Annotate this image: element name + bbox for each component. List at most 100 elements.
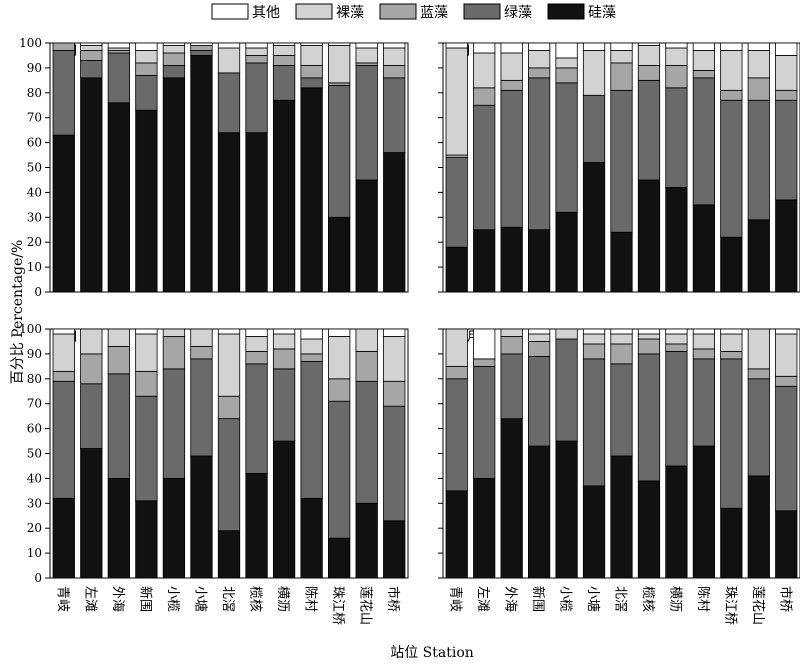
bar-segment-other: [665, 328, 688, 335]
station-label: 莲花山: [358, 586, 374, 625]
bar-segment-other: [190, 42, 213, 46]
bar-segment-euglena: [162, 328, 186, 337]
bar-march-12: [355, 42, 378, 293]
bar-segment-green-algae: [637, 353, 661, 482]
bar-segment-other: [637, 328, 661, 335]
bar-segment-green-algae: [692, 77, 715, 206]
bar-segment-green-algae: [500, 353, 523, 420]
bar-segment-diatoms: [473, 229, 496, 293]
bar-segment-green-algae: [328, 84, 351, 218]
bar-segment-diatoms: [445, 246, 468, 293]
bar-segment-other: [135, 328, 158, 335]
bar-segment-cyanobacteria: [162, 52, 186, 66]
bar-segment-euglena: [555, 328, 578, 340]
bar-segment-other: [692, 328, 715, 335]
bar-segment-euglena: [383, 47, 406, 66]
bar-segment-other: [162, 42, 186, 46]
bar-segment-green-algae: [355, 65, 378, 181]
bar-segment-cyanobacteria: [720, 89, 743, 101]
station-label: 小榄: [165, 586, 181, 612]
bar-segment-diatoms: [665, 187, 688, 293]
bar-segment-diatoms: [383, 152, 406, 293]
y-tick-label: 40: [27, 471, 42, 485]
bar-segment-cyanobacteria: [747, 368, 770, 380]
bar-segment-other: [775, 42, 798, 56]
station-label: 左滩: [475, 586, 490, 612]
bar-may-5: [555, 42, 578, 293]
bar-segment-diatoms: [162, 77, 186, 293]
bar-segment-other: [528, 42, 551, 51]
bar-segment-diatoms: [272, 99, 296, 293]
bar-segment-euglena: [445, 47, 468, 156]
bar-march-9: [272, 42, 296, 293]
legend-label-green-algae: 绿藻: [504, 5, 532, 21]
bar-segment-other: [245, 328, 268, 337]
bar-segment-euglena: [272, 45, 296, 56]
bar-segment-green-algae: [383, 405, 406, 522]
bar-segment-other: [610, 328, 633, 335]
bar-segment-cyanobacteria: [610, 343, 633, 365]
bar-august-3: [107, 328, 130, 579]
station-label: 北滘: [613, 586, 628, 612]
legend-swatch-other: [211, 3, 249, 20]
bar-segment-euglena: [445, 328, 468, 367]
bar-segment-green-algae: [383, 77, 406, 153]
bar-segment-green-algae: [500, 89, 523, 228]
bar-segment-other: [555, 42, 578, 59]
bar-march-6: [190, 42, 213, 293]
bar-segment-green-algae: [300, 77, 323, 89]
bar-december-5: [555, 328, 578, 579]
bar-segment-cyanobacteria: [52, 370, 75, 382]
bar-segment-other: [610, 42, 633, 51]
bar-segment-cyanobacteria: [272, 55, 296, 66]
bar-segment-euglena: [245, 336, 268, 352]
bar-segment-diatoms: [775, 510, 798, 579]
bar-december-10: [692, 328, 715, 579]
bar-segment-other: [272, 328, 296, 335]
bar-segment-cyanobacteria: [80, 50, 103, 61]
bar-segment-diatoms: [245, 132, 268, 293]
bar-segment-other: [582, 42, 606, 51]
bar-segment-other: [383, 42, 406, 49]
station-label: 北滘: [220, 586, 235, 612]
station-label: 青岐: [448, 586, 463, 612]
bar-segment-other: [692, 42, 715, 51]
bar-segment-euglena: [747, 50, 770, 79]
bar-segment-diatoms: [135, 109, 158, 293]
bar-segment-euglena: [637, 45, 661, 66]
bar-segment-euglena: [665, 47, 688, 66]
bar-segment-cyanobacteria: [500, 336, 523, 355]
station-label: 市桥: [777, 586, 793, 612]
bar-segment-diatoms: [190, 55, 213, 293]
bar-segment-green-algae: [328, 400, 351, 539]
station-label: 新围: [530, 586, 546, 612]
bar-december-3: [500, 328, 523, 579]
station-label: 小塘: [585, 586, 601, 612]
bar-may-6: [582, 42, 606, 293]
bar-segment-euglena: [107, 328, 130, 347]
station-label: 小塘: [192, 586, 208, 612]
bar-segment-euglena: [610, 333, 633, 345]
bar-may-4: [528, 42, 551, 293]
bar-segment-diatoms: [107, 477, 130, 579]
station-labels-right: 青岐 左滩 外海 新围 小榄 小塘 北滘 榄核 横沥 陈村 珠江桥 莲花山 市桥: [448, 586, 794, 625]
bar-segment-diatoms: [500, 226, 523, 293]
bar-segment-green-algae: [272, 65, 296, 101]
bar-segment-diatoms: [355, 179, 378, 293]
bar-may-1: [445, 42, 468, 293]
bar-segment-euglena: [500, 52, 523, 81]
bar-august-11: [328, 328, 351, 579]
bar-segment-diatoms: [610, 231, 633, 293]
bar-segment-euglena: [300, 45, 323, 66]
bar-segment-diatoms: [582, 485, 606, 579]
bar-segment-green-algae: [555, 338, 578, 442]
legend: 其他 裸藻 蓝藻 绿藻 硅藻: [211, 3, 616, 21]
bar-segment-other: [383, 328, 406, 337]
bar-segment-green-algae: [300, 360, 323, 499]
bar-segment-green-algae: [747, 378, 770, 477]
bar-segment-euglena: [300, 338, 323, 355]
y-tick-label: 30: [27, 496, 42, 510]
bar-may-2: [473, 42, 496, 293]
station-label: 陈村: [303, 586, 319, 612]
bar-segment-green-algae: [720, 358, 743, 509]
